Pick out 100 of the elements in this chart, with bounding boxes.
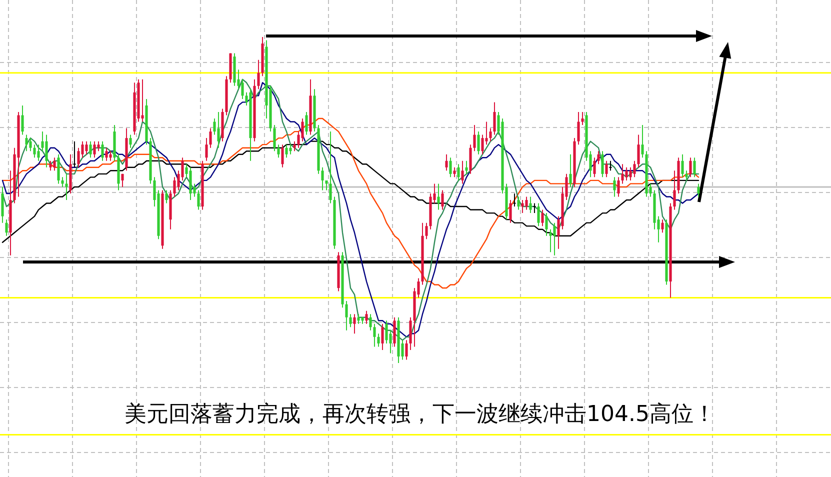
candlestick: [581, 111, 584, 126]
candlestick: [85, 140, 88, 155]
candlestick: [461, 160, 464, 184]
candlestick: [489, 128, 492, 142]
candlestick: [89, 140, 92, 158]
candlestick: [49, 160, 52, 172]
candlestick: [533, 202, 536, 214]
candlestick: [481, 134, 484, 155]
candlestick: [409, 316, 412, 350]
candlestick: [173, 176, 176, 198]
candlestick: [101, 140, 104, 162]
candlestick: [57, 154, 60, 184]
candlestick: [105, 147, 108, 162]
candlestick: [197, 190, 200, 210]
candlestick: [321, 166, 324, 191]
candlestick: [441, 190, 444, 210]
candlestick: [457, 164, 460, 181]
candlestick: [689, 157, 692, 178]
candlestick: [617, 176, 620, 198]
candlestick: [625, 166, 628, 181]
candlestick: [601, 150, 604, 178]
candlestick: [517, 196, 520, 210]
candlestick: [425, 222, 428, 240]
candlestick: [37, 144, 40, 162]
text: 美元回落蓄力完成，再次转强，下一波继续冲击104.5高位！: [124, 402, 716, 427]
candlestick: [241, 78, 244, 100]
candlestick: [5, 219, 8, 236]
candlestick: [329, 131, 332, 204]
candlestick: [93, 140, 96, 158]
candlestick: [165, 190, 168, 204]
candlestick: [141, 78, 144, 122]
candlestick: [345, 300, 348, 331]
candlestick: [569, 154, 572, 188]
candlestick: [73, 140, 76, 168]
candlestick: [477, 131, 480, 155]
candlestick: [45, 134, 48, 168]
candlestick: [29, 138, 32, 152]
candlestick: [301, 118, 304, 142]
candlestick: [189, 166, 192, 200]
candlestick: [53, 157, 56, 172]
candlestick: [273, 124, 276, 152]
candlestick: [661, 219, 664, 234]
candlestick: [21, 104, 24, 136]
candlestick: [469, 144, 472, 174]
candlestick: [605, 160, 608, 178]
candlestick: [77, 147, 80, 168]
candlestick: [541, 209, 544, 227]
candlestick: [593, 157, 596, 178]
candlestick: [449, 157, 452, 178]
candlestick: [109, 150, 112, 162]
candlestick: [405, 340, 408, 360]
candlestick: [349, 314, 352, 328]
candlestick: [613, 176, 616, 198]
candlestick: [217, 111, 220, 148]
candlestick: [373, 323, 376, 348]
candlestick: [293, 140, 296, 152]
candlestick: [97, 140, 100, 152]
candlestick: [385, 320, 388, 344]
candlestick: [393, 316, 396, 348]
candlestick: [529, 196, 532, 214]
candlestick: [633, 160, 636, 178]
candlestick: [1, 186, 4, 224]
candlestick: [553, 222, 556, 256]
candlestick: [465, 160, 468, 174]
candlestick: [453, 166, 456, 178]
candlestick: [121, 173, 124, 188]
candlestick: [521, 200, 524, 214]
candlestick: [629, 166, 632, 181]
candlestick: [209, 128, 212, 148]
candlestick: [637, 134, 640, 168]
candlestick: [369, 314, 372, 331]
candlestick: [257, 59, 260, 90]
candlestick: [277, 144, 280, 158]
candlestick: [549, 228, 552, 253]
candlestick: [513, 192, 516, 208]
candlestick: [609, 160, 612, 172]
candlestick: [357, 314, 360, 324]
candlestick: [25, 134, 28, 152]
candlestick: [381, 323, 384, 350]
candlestick: [685, 170, 688, 181]
candlestick: [33, 144, 36, 158]
candlestick: [621, 164, 624, 184]
candlestick: [377, 333, 380, 348]
candlestick: [61, 176, 64, 188]
candlestick: [577, 111, 580, 146]
candlestick: [509, 200, 512, 224]
candlestick: [365, 310, 368, 324]
candlestick: [285, 144, 288, 158]
candlestick: [693, 157, 696, 178]
candlestick: [525, 196, 528, 210]
candlestick: [473, 124, 476, 152]
candlestick: [353, 314, 356, 334]
candlestick: [641, 124, 644, 158]
candlestick: [681, 154, 684, 178]
candlestick: [445, 154, 448, 172]
candlestick: [673, 170, 676, 210]
candlestick: [537, 202, 540, 227]
candlestick: [493, 102, 496, 136]
candlestick: [281, 144, 284, 168]
candlestick: [205, 138, 208, 162]
